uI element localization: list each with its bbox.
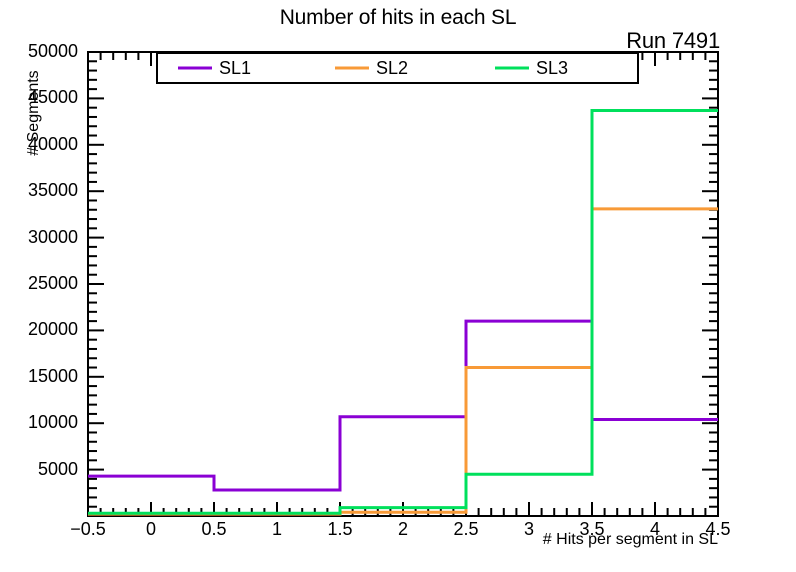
y-tick-label: 45000	[27, 87, 78, 108]
x-tick-label: 2.5	[453, 519, 479, 539]
x-tick-label: 4.5	[705, 519, 731, 539]
legend-box	[156, 52, 639, 84]
y-tick-label: 15000	[27, 365, 78, 386]
series-line-sl3	[88, 108, 718, 515]
x-tick-label: 0.5	[201, 519, 227, 539]
run-label: Run 7491	[626, 28, 720, 53]
y-tick-label: 40000	[27, 133, 78, 154]
page-title: Number of hits in each SL	[279, 6, 517, 29]
plot-frame	[87, 51, 719, 517]
legend-label-sl3: SL3	[536, 58, 569, 78]
y-tick-label: 30000	[27, 226, 78, 247]
y-tick-label: 5000	[37, 458, 78, 479]
x-tick-label: 2	[397, 519, 408, 539]
x-tick-label: 3	[523, 519, 534, 539]
x-tick-label: 3.5	[579, 519, 605, 539]
series-line-sl2	[88, 207, 718, 516]
x-axis-title: # Hits per segment in SL	[542, 531, 718, 548]
x-tick-label: 0	[145, 519, 156, 539]
series-layer	[88, 108, 718, 516]
x-axis-ticks	[87, 52, 719, 516]
x-tick-label: 1	[271, 519, 282, 539]
x-tick-label: 4	[649, 519, 660, 539]
y-tick-label: 20000	[27, 319, 78, 340]
series-line-sl1	[88, 319, 718, 492]
legend-label-sl1: SL1	[219, 58, 252, 78]
y-tick-label: 10000	[27, 412, 78, 433]
y-tick-label: 25000	[27, 273, 78, 293]
x-tick-label: −0.5	[70, 519, 106, 539]
legend-label-sl2: SL2	[376, 58, 409, 78]
y-tick-label: 50000	[27, 41, 78, 61]
y-tick-label: 35000	[27, 180, 78, 201]
x-tick-label: 1.5	[327, 519, 353, 539]
y-axis-ticks	[88, 51, 718, 517]
